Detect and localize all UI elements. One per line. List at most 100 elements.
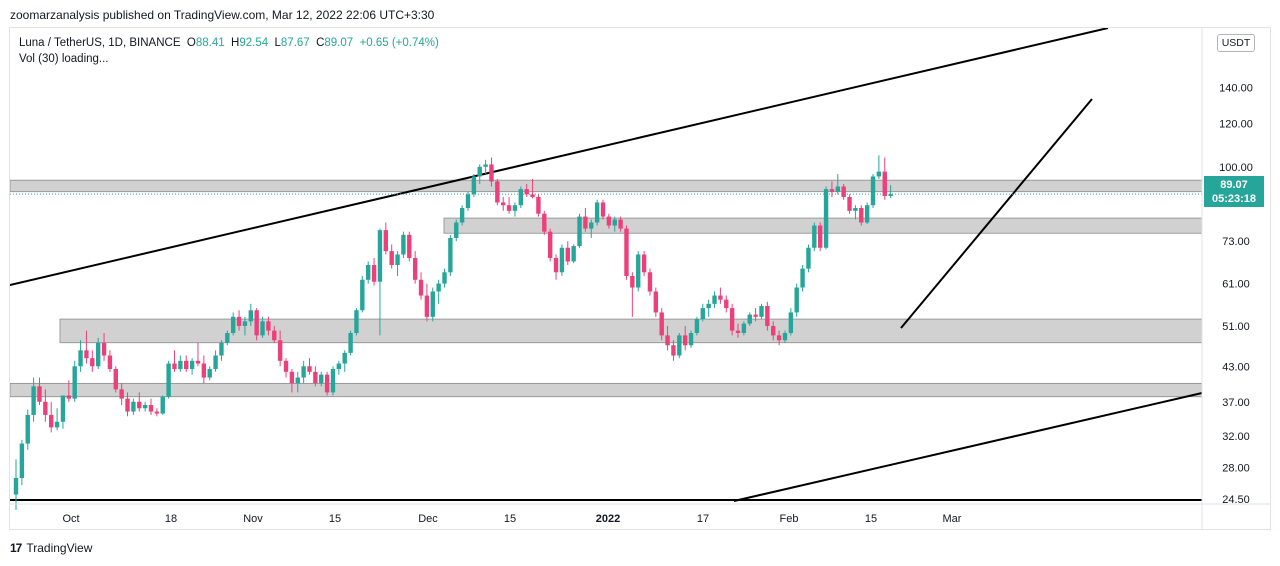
candle-body [641, 254, 647, 273]
last-price-badge: 89.07 05:23:18 [1204, 176, 1264, 207]
candle-body [553, 257, 559, 273]
candle-body [788, 312, 794, 333]
time-tick-label: Dec [418, 513, 438, 525]
candle-body [389, 251, 394, 266]
candle-body [765, 305, 770, 326]
candle-body [794, 287, 799, 313]
candle-body [571, 246, 576, 262]
candle-body [207, 369, 212, 378]
candle-body [412, 257, 418, 280]
candle-body [859, 208, 864, 223]
candle-body [817, 225, 823, 248]
price-tick-label: 43.00 [1222, 361, 1250, 373]
candle-body [354, 310, 359, 333]
candle-body [677, 335, 682, 356]
candle-body [583, 216, 588, 229]
candle-body [501, 202, 506, 206]
candle-body [530, 194, 535, 198]
candle-body [72, 366, 77, 399]
volume-indicator-line: Vol (30) loading... [19, 53, 109, 65]
close-label: C [316, 37, 325, 49]
candle-body [366, 265, 371, 280]
candle-body [812, 225, 817, 248]
candle-body [424, 295, 430, 317]
candle-body [189, 360, 195, 370]
candle-body [248, 310, 253, 322]
candle-body [888, 194, 893, 196]
chart-frame[interactable]: 170.00140.00120.00100.0073.0061.0051.004… [9, 27, 1271, 530]
candle-body [524, 189, 529, 195]
support-resistance-zones [10, 179, 1203, 398]
candle-body [324, 374, 330, 393]
time-tick-label: Feb [780, 513, 799, 525]
candle-body [870, 176, 876, 206]
candle-body [78, 350, 83, 367]
candlestick-series [13, 155, 893, 511]
time-tick-label: 15 [504, 513, 516, 525]
price-tick-label: 100.00 [1219, 162, 1253, 174]
candle-body [747, 314, 752, 324]
candle-body [236, 316, 242, 326]
candle-body [454, 222, 459, 238]
candle-body [618, 219, 623, 229]
candle-body [636, 254, 641, 288]
candle-body [495, 181, 500, 203]
candle-body [95, 342, 101, 367]
candle-body [313, 371, 318, 384]
candle-body [512, 205, 518, 211]
candle-body [565, 247, 570, 262]
candle-body [442, 272, 447, 284]
candle-body [43, 401, 48, 415]
candle-body [184, 360, 189, 370]
time-tick-label: Oct [62, 513, 79, 525]
candle-body [201, 363, 207, 378]
candle-body [330, 369, 336, 393]
candle-body [489, 164, 494, 182]
candle-body [776, 335, 782, 341]
candle-body [436, 283, 441, 292]
high-label: H [231, 37, 240, 49]
candle-body [547, 231, 553, 258]
trend-line-drawings [10, 28, 1203, 502]
candle-body [166, 363, 171, 397]
candle-body [559, 247, 565, 273]
chart-legend: Luna / TetherUS, 1D, BINANCE O88.41 H92.… [19, 35, 439, 67]
candle-body [195, 360, 201, 364]
time-tick-label: 2022 [596, 513, 620, 525]
candle-body [54, 421, 60, 428]
horizontal-zone-4 [10, 382, 1203, 398]
footer-branding[interactable]: 17 TradingView [10, 541, 92, 555]
candle-body [319, 374, 324, 384]
candle-body [148, 404, 154, 412]
time-tick-label: 15 [329, 513, 341, 525]
time-axis: Oct 18 Nov 15 Dec 15 2022 17 Feb 15 Mar [10, 503, 1270, 525]
price-chart[interactable]: 170.00140.00120.00100.0073.0061.0051.004… [10, 28, 1270, 529]
change-value: +0.65 (+0.74%) [359, 37, 439, 49]
candle-body [348, 332, 353, 353]
candle-body [37, 386, 42, 402]
open-value: 88.41 [195, 37, 225, 49]
candle-body [518, 189, 524, 206]
candle-body [782, 332, 788, 341]
price-tick-label: 120.00 [1219, 119, 1253, 131]
currency-button[interactable]: USDT [1217, 34, 1255, 52]
price-tick-label: 140.00 [1219, 82, 1253, 94]
candle-body [542, 213, 547, 232]
candle-body [371, 265, 377, 282]
candle-body [735, 330, 741, 333]
candle-body [342, 352, 347, 364]
bar-countdown: 05:23:18 [1211, 193, 1257, 205]
rising-trend-line [900, 98, 1093, 329]
brand-name: TradingView [26, 541, 93, 555]
candle-body [759, 305, 764, 317]
candle-body [841, 186, 846, 198]
candle-body [647, 272, 653, 292]
candle-body [160, 396, 165, 414]
candle-body [260, 321, 265, 336]
candle-body [49, 414, 54, 428]
candle-body [577, 216, 582, 247]
candle-body [882, 171, 887, 196]
publisher-line: zoomarzanalysis published on TradingView… [10, 8, 435, 22]
candle-body [377, 230, 383, 282]
candle-body [688, 332, 694, 346]
